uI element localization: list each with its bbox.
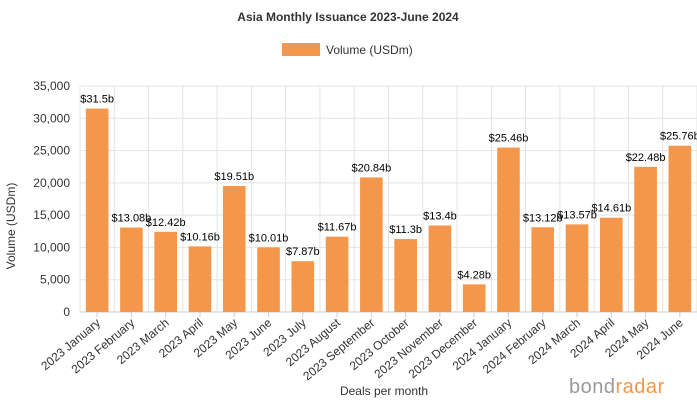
y-axis-ticks: 0 5,000 10,000 15,000 20,000 25,000 30,000 35,0… xyxy=(33,79,70,319)
bar[interactable] xyxy=(222,186,246,312)
y-tick-label: 20,000 xyxy=(33,176,70,190)
y-tick-label: 10,000 xyxy=(33,240,70,254)
data-label: $19.51b xyxy=(214,171,254,183)
data-label: $25.46b xyxy=(489,133,529,145)
y-tick-label: 15,000 xyxy=(33,208,70,222)
bar[interactable] xyxy=(599,217,623,312)
data-label: $20.84b xyxy=(351,162,391,174)
bar[interactable] xyxy=(188,246,212,312)
bondradar-logo: bondradar xyxy=(569,376,665,399)
legend-label: Volume (USDm) xyxy=(326,43,413,57)
data-label: $7.87b xyxy=(286,246,320,258)
bars xyxy=(85,108,692,312)
data-labels: $31.5b $13.08b$12.42b $10.16b $19.51b $10.01… xyxy=(80,94,697,282)
y-tick-label: 25,000 xyxy=(33,144,70,158)
y-tick-label: 0 xyxy=(63,305,70,319)
bar[interactable] xyxy=(634,166,657,312)
data-label: $12.42b xyxy=(146,217,186,229)
data-label: $13.08b xyxy=(112,213,152,225)
bar[interactable] xyxy=(325,236,349,312)
y-tick-label: 30,000 xyxy=(33,111,70,125)
data-label: $11.3b xyxy=(389,224,422,236)
grid xyxy=(79,85,697,313)
legend-swatch xyxy=(282,43,320,56)
data-label: $4.28b xyxy=(457,269,491,281)
y-tick-label: 35,000 xyxy=(33,79,70,93)
x-axis-label: Deals per month xyxy=(340,384,428,398)
bar[interactable] xyxy=(120,227,143,312)
bar[interactable] xyxy=(462,284,486,312)
bar[interactable] xyxy=(668,145,692,312)
bar[interactable] xyxy=(257,247,280,312)
bar[interactable] xyxy=(291,261,315,312)
bar[interactable] xyxy=(85,108,109,312)
bar[interactable] xyxy=(497,147,520,312)
bar[interactable] xyxy=(360,177,383,312)
data-label: $14.61b xyxy=(591,203,631,215)
data-label: $10.16b xyxy=(180,231,220,243)
data-label: $13.12b xyxy=(523,212,563,224)
data-label: $13.4b xyxy=(423,210,457,222)
chart-title: Asia Monthly Issuance 2023-June 2024 xyxy=(237,10,459,24)
bar[interactable] xyxy=(154,231,178,312)
legend[interactable]: Volume (USDm) xyxy=(282,43,413,57)
data-label: $11.67b xyxy=(318,222,357,234)
bar[interactable] xyxy=(394,239,417,312)
logo-text-bond: bond xyxy=(569,376,616,398)
data-label: $22.48b xyxy=(626,152,666,164)
data-label: $10.01b xyxy=(249,232,289,244)
bar[interactable] xyxy=(428,225,452,312)
data-label: $25.76b xyxy=(660,131,697,143)
y-axis-label: Volume (USDm) xyxy=(4,183,18,270)
data-label: $13.57b xyxy=(557,209,597,221)
bar[interactable] xyxy=(565,224,589,312)
bar[interactable] xyxy=(531,227,555,312)
logo-text-radar: radar xyxy=(615,376,665,398)
y-tick-label: 5,000 xyxy=(40,273,70,287)
data-label: $31.5b xyxy=(80,94,114,106)
